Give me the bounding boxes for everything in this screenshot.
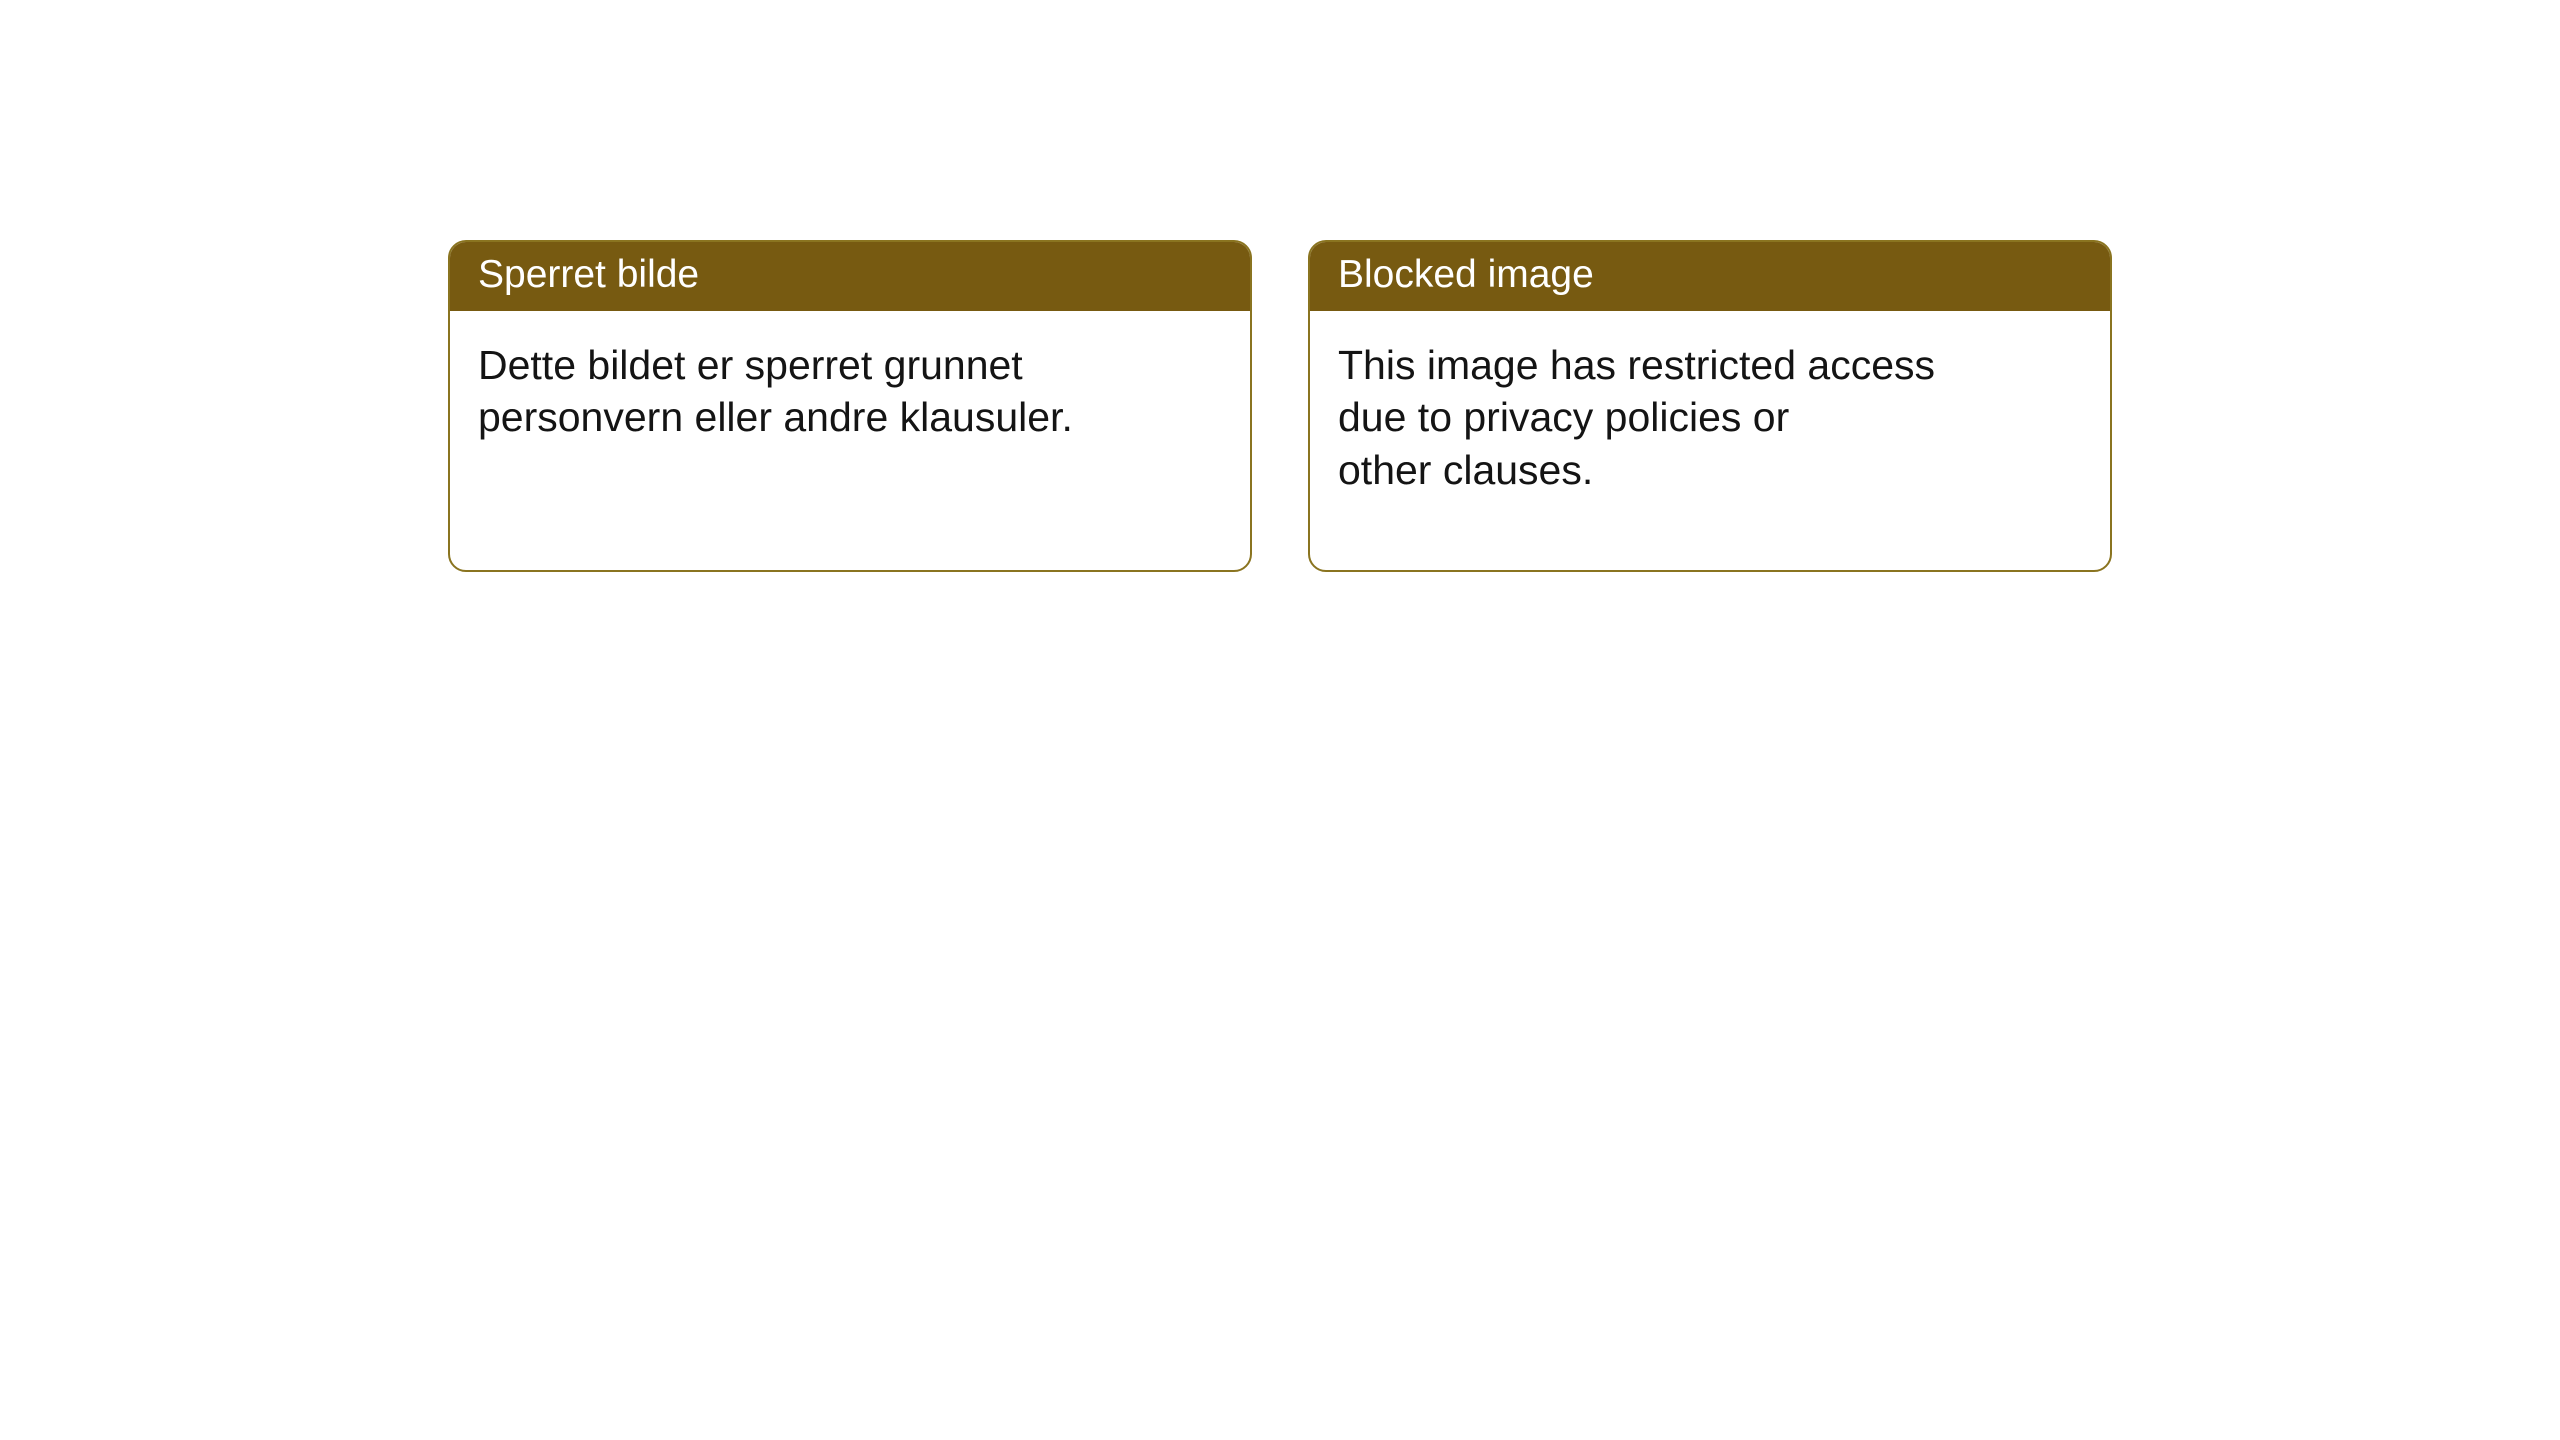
blocked-image-card-no: Sperret bilde Dette bildet er sperret gr…	[448, 240, 1252, 572]
card-header: Sperret bilde	[450, 242, 1250, 311]
card-header: Blocked image	[1310, 242, 2110, 311]
blocked-image-card-en: Blocked image This image has restricted …	[1308, 240, 2112, 572]
card-body: Dette bildet er sperret grunnet personve…	[450, 311, 1250, 444]
card-body: This image has restricted access due to …	[1310, 311, 2110, 496]
card-row: Sperret bilde Dette bildet er sperret gr…	[0, 0, 2560, 572]
